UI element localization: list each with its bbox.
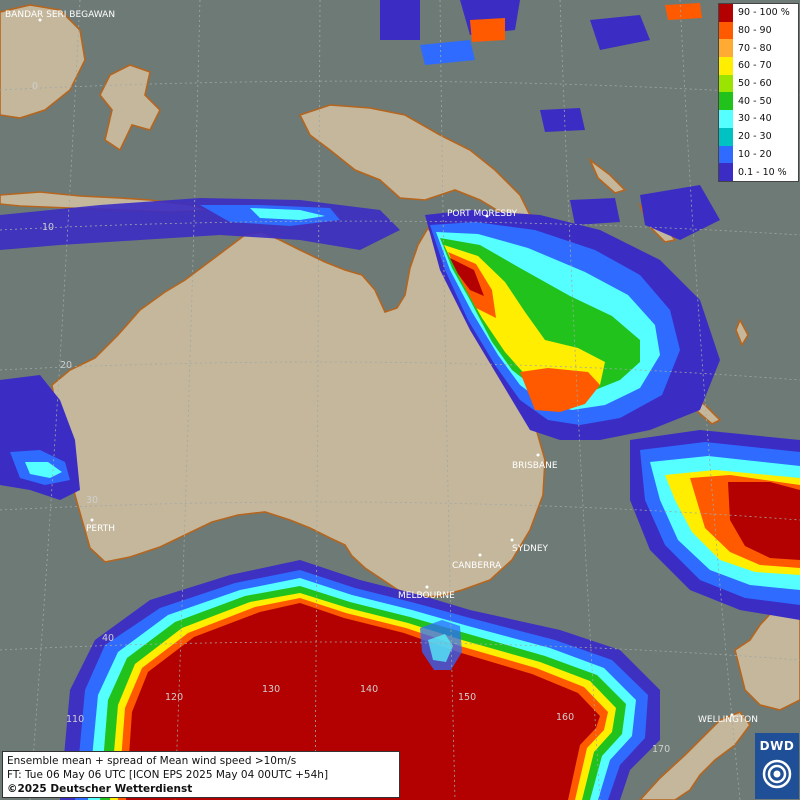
legend-swatch <box>719 127 733 146</box>
grid-labels: 0 10 20 30 40 110 120 130 140 150 160 17… <box>32 81 670 755</box>
legend-swatch <box>719 39 733 58</box>
legend-row: 60 - 70 <box>719 57 798 75</box>
sulawesi-land <box>99 64 161 152</box>
probability-legend: 90 - 100 % 80 - 90 70 - 80 60 - 70 50 - 60 40… <box>718 3 799 182</box>
legend-label: 0.1 - 10 % <box>738 166 787 178</box>
info-box: Ensemble mean + spread of Mean wind spee… <box>2 751 400 798</box>
grid-label-lat-30: 30 <box>86 495 98 506</box>
grid-label-lat-10: 10 <box>42 222 54 233</box>
city-brisbane: BRISBANE <box>512 461 558 471</box>
grid-label-lon-160: 160 <box>556 712 574 723</box>
city-labels: BANDAR SERI BEGAWAN PORT MORESBY BRISBAN… <box>5 10 758 725</box>
borneo-land <box>0 4 86 119</box>
tasmania-shading-inner <box>428 634 453 662</box>
legend-swatch <box>719 110 733 128</box>
legend-row: 80 - 90 <box>719 21 798 40</box>
legend-label: 30 - 40 <box>738 113 772 125</box>
pacific-north-blobs-orange <box>470 3 702 42</box>
city-perth: PERTH <box>86 524 115 534</box>
southern-ocean-core-red <box>126 603 600 800</box>
legend-swatch <box>719 74 733 93</box>
grid-label-lat-0: 0 <box>32 81 38 92</box>
coral-sea-orange <box>448 252 600 412</box>
legend-label: 50 - 60 <box>738 78 772 90</box>
grid-label-lon-150: 150 <box>458 692 476 703</box>
legend-row: 0.1 - 10 % <box>719 163 798 181</box>
legend-swatch <box>719 92 733 111</box>
city-melbourne: MELBOURNE <box>398 591 455 601</box>
info-line-forecast-time: FT: Tue 06 May 06 UTC [ICON EPS 2025 May… <box>7 769 329 781</box>
legend-row: 10 - 20 <box>719 145 798 164</box>
timor-band-cyan <box>250 208 325 220</box>
legend-row: 40 - 50 <box>719 92 798 111</box>
legend-label: 60 - 70 <box>738 60 772 72</box>
grid-label-lon-170: 170 <box>652 744 670 755</box>
legend-label: 20 - 30 <box>738 131 772 143</box>
west-coast-cyan <box>25 462 62 478</box>
city-wellington: WELLINGTON <box>698 715 758 725</box>
city-canberra: CANBERRA <box>452 561 502 571</box>
grid-label-lon-120: 120 <box>165 692 183 703</box>
dwd-logo: DWD <box>755 733 799 799</box>
legend-swatch <box>719 163 733 181</box>
grid-label-lon-130: 130 <box>262 684 280 695</box>
legend-row: 70 - 80 <box>719 39 798 58</box>
legend-label: 80 - 90 <box>738 25 772 37</box>
city-port-moresby: PORT MORESBY <box>447 209 518 219</box>
legend-label: 40 - 50 <box>738 95 772 107</box>
dwd-logo-text: DWD <box>759 739 795 753</box>
grid-label-lon-110: 110 <box>66 714 84 725</box>
legend-label: 10 - 20 <box>738 148 772 160</box>
city-sydney: SYDNEY <box>512 544 549 554</box>
legend-label: 70 - 80 <box>738 42 772 54</box>
legend-swatch <box>719 145 733 164</box>
pacific-north-blobs <box>380 0 720 240</box>
legend-row: 90 - 100 % <box>719 4 798 22</box>
legend-row: 20 - 30 <box>719 127 798 146</box>
info-line-parameter: Ensemble mean + spread of Mean wind spee… <box>7 755 297 767</box>
info-line-copyright: ©2025 Deutscher Wetterdienst <box>7 783 193 795</box>
tasman-cell-red <box>728 482 800 560</box>
pacific-north-blobs-blue <box>420 40 475 65</box>
legend-row: 30 - 40 <box>719 110 798 128</box>
legend-row: 50 - 60 <box>719 74 798 93</box>
nz-south-land <box>638 711 752 800</box>
legend-swatch <box>719 4 733 22</box>
dwd-swirl-icon <box>762 759 792 789</box>
nz-north-land <box>734 597 800 711</box>
legend-label: 90 - 100 % <box>738 7 790 19</box>
city-bandar: BANDAR SERI BEGAWAN <box>5 10 115 20</box>
grid-label-lon-140: 140 <box>360 684 378 695</box>
legend-swatch <box>719 57 733 75</box>
legend-swatch <box>719 21 733 40</box>
grid-label-lat-20: 20 <box>60 360 72 371</box>
coral-sea-red <box>450 258 484 296</box>
grid-label-lat-40: 40 <box>102 633 114 644</box>
